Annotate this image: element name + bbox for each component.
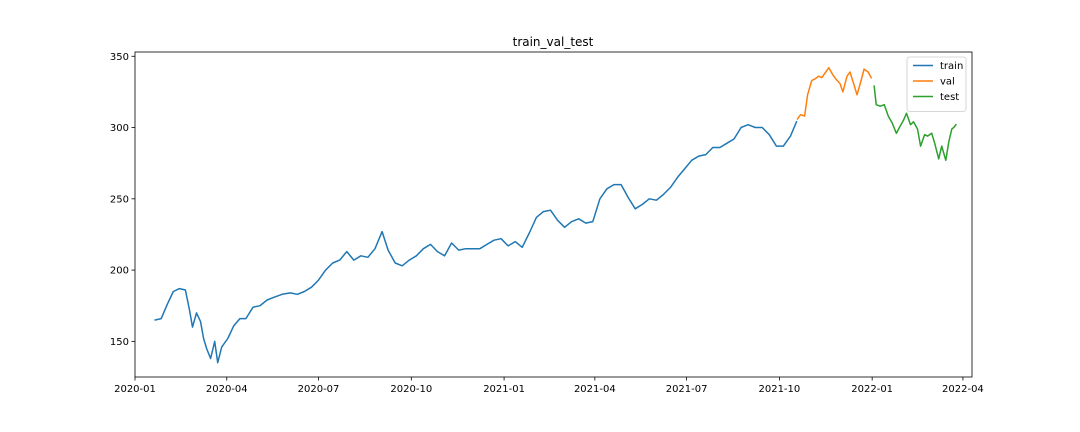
y-tick-label: 300 <box>110 123 129 134</box>
legend-box <box>906 56 967 112</box>
x-tick-label: 2022-04 <box>942 384 984 395</box>
axes-layer <box>134 51 973 378</box>
x-tick-label: 2021-04 <box>574 384 616 395</box>
x-tick-label: 2020-10 <box>390 384 432 395</box>
x-tick-label: 2021-01 <box>483 384 525 395</box>
x-tick-label: 2020-01 <box>114 384 156 395</box>
y-tick-label: 250 <box>110 194 129 205</box>
y-tick-label: 350 <box>110 52 129 63</box>
plot-frame <box>134 51 973 378</box>
chart-title: train_val_test <box>513 35 594 49</box>
x-tick-label: 2021-07 <box>666 384 708 395</box>
series-line-test <box>873 85 957 162</box>
y-axis: 150 200 250 300 350 <box>110 52 135 348</box>
x-tick-label: 2020-04 <box>206 384 248 395</box>
legend-label-test: test <box>940 92 959 103</box>
x-axis: 2020-01 2020-04 2020-07 2020-10 2021-01 2021-… <box>114 377 984 395</box>
x-tick-label: 2022-01 <box>851 384 893 395</box>
x-tick-label: 2020-07 <box>298 384 340 395</box>
x-tick-label: 2021-10 <box>758 384 800 395</box>
series-line-train <box>154 120 798 364</box>
series-line-val <box>796 66 873 121</box>
legend-label-train: train <box>940 61 963 72</box>
legend: train val test <box>906 56 967 112</box>
y-tick-label: 150 <box>110 337 129 348</box>
series-layer <box>154 66 957 364</box>
y-tick-label: 200 <box>110 266 129 277</box>
legend-label-val: val <box>940 77 955 88</box>
